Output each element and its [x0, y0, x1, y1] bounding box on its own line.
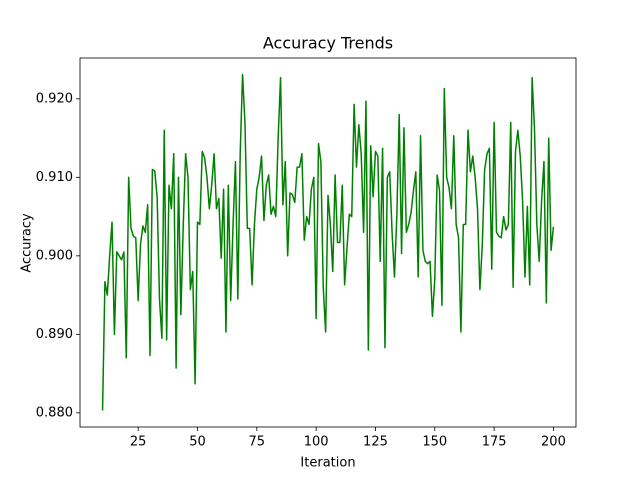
x-tick-label: 100 [304, 435, 329, 450]
chart-title: Accuracy Trends [263, 34, 393, 53]
x-tick-label: 50 [189, 435, 206, 450]
x-tick-label: 25 [130, 435, 147, 450]
x-tick-label: 150 [422, 435, 447, 450]
y-tick-label: 0.890 [36, 327, 73, 342]
y-tick-label: 0.910 [36, 170, 73, 185]
y-axis-label: Accuracy [20, 213, 35, 273]
y-tick-label: 0.880 [36, 405, 73, 420]
x-axis-label: Iteration [300, 456, 355, 471]
y-tick-label: 0.920 [36, 91, 73, 106]
x-tick-label: 200 [541, 435, 566, 450]
plot-frame [79, 57, 577, 428]
x-tick-label: 125 [363, 435, 388, 450]
x-tick-label: 175 [482, 435, 507, 450]
data-line [101, 73, 555, 411]
x-tick-label: 75 [249, 435, 266, 450]
y-tick-label: 0.900 [36, 248, 73, 263]
